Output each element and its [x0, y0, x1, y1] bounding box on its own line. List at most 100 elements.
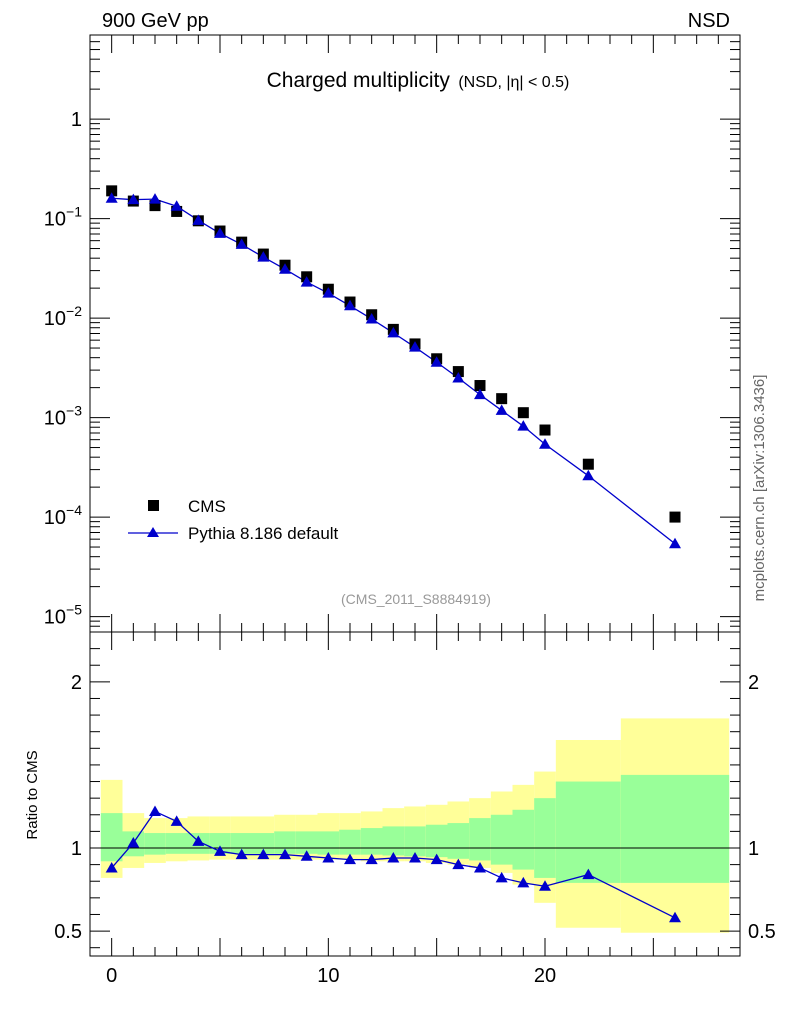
ratio-panel-series — [105, 805, 681, 923]
main-y-tick-label: 10−1 — [44, 204, 82, 231]
cms-data-point — [171, 205, 183, 217]
ratio-x-tick-label: 0 — [106, 965, 117, 987]
pythia-ratio-point — [105, 861, 118, 873]
legend-marker-pythia — [147, 527, 159, 537]
pythia-ratio-point — [517, 876, 530, 888]
pythia-ratio-point — [300, 850, 313, 861]
pythia-ratio-point — [344, 853, 356, 865]
legend-marker-cms — [148, 500, 159, 511]
pythia-main-point — [300, 276, 313, 287]
chart-title-main: Charged multiplicity — [267, 69, 451, 92]
pythia-main-point — [105, 192, 118, 203]
pythia-ratio-point — [279, 848, 291, 860]
cms-data-point — [149, 200, 161, 212]
ratio-inner-band — [382, 826, 405, 856]
ratio-inner-band — [469, 818, 491, 861]
cms-data-point — [582, 458, 594, 470]
cms-data-point — [669, 511, 681, 523]
ratio-inner-band — [425, 824, 448, 858]
pythia-ratio-point — [387, 851, 400, 863]
pythia-main-point — [149, 193, 161, 204]
ratio-inner-band — [555, 781, 621, 883]
pythia-main-point — [344, 299, 356, 311]
ratio-x-tick-label: 10 — [317, 965, 339, 987]
ratio-y-tick-label-left: 1 — [71, 838, 82, 860]
main-panel-ticks: 10−5 10−4 10−3 10−2 10−1 1 — [44, 35, 740, 632]
pythia-main-point — [365, 312, 378, 324]
pythia-main-point — [127, 193, 140, 205]
ratio-x-tick-label: 20 — [534, 965, 556, 987]
cms-data-point — [517, 407, 529, 419]
cms-data-point — [452, 366, 464, 378]
pythia-main-point — [539, 438, 551, 449]
ratio-inner-band — [490, 814, 513, 865]
ratio-inner-band — [317, 831, 340, 855]
pythia-main-point — [387, 326, 400, 338]
pythia-ratio-point — [474, 861, 486, 873]
pythia-main-point — [495, 404, 508, 415]
main-panel-series — [105, 185, 681, 549]
pythia-main-point — [452, 371, 465, 383]
pythia-main-point — [430, 356, 443, 367]
pythia-ratio-point — [149, 805, 161, 816]
ratio-inner-band — [230, 833, 253, 854]
main-y-tick-label: 10−4 — [44, 502, 82, 529]
legend: CMS Pythia 8.186 default — [128, 497, 339, 543]
ratio-panel-frame — [89, 631, 741, 957]
ratio-inner-band — [165, 833, 188, 854]
ratio-inner-band — [144, 833, 166, 855]
pythia-ratio-point — [322, 851, 335, 863]
pythia-ratio-point — [409, 851, 421, 863]
analysis-watermark: (CMS_2011_S8884919) — [341, 591, 491, 607]
cms-data-point — [106, 185, 118, 197]
pythia-ratio-point — [365, 853, 378, 865]
pythia-main-point — [474, 388, 486, 400]
pythia-ratio-point — [430, 853, 443, 865]
pythia-main-point — [192, 214, 205, 225]
ratio-y-tick-label-right: 1 — [748, 838, 759, 860]
ratio-y-tick-label-right: 0.5 — [748, 921, 776, 943]
chart-title-sub: (NSD, |η| < 0.5) — [458, 74, 569, 91]
ratio-inner-band — [534, 798, 556, 878]
ratio-panel-ticks: 0.5 0.51 12 20 10 20 — [54, 632, 776, 987]
ratio-inner-band — [339, 829, 361, 855]
ratio-inner-band — [100, 813, 123, 862]
pythia-ratio-point — [669, 911, 681, 923]
pythia-main-point — [257, 251, 270, 262]
pythia-ratio-point — [495, 871, 508, 883]
pythia-ratio-point — [257, 848, 270, 860]
main-y-tick-label: 10−2 — [44, 303, 82, 330]
pythia-ratio-point — [127, 837, 140, 848]
pythia-ratio-point — [539, 880, 551, 891]
ratio-inner-band — [252, 833, 275, 854]
pythia-ratio-point — [170, 815, 183, 826]
ratio-panel-bands — [100, 718, 730, 933]
ratio-inner-band — [620, 774, 730, 883]
pythia-main-point — [322, 287, 335, 298]
pythia-ratio-point — [214, 845, 226, 856]
legend-label-pythia: Pythia 8.186 default — [188, 524, 339, 543]
pythia-ratio-point — [192, 835, 205, 846]
ratio-y-tick-label-right: 2 — [748, 672, 759, 694]
ratio-inner-band — [360, 828, 383, 855]
pythia-main-point — [669, 537, 681, 549]
pythia-main-point — [582, 469, 595, 481]
ratio-y-axis-label: Ratio to CMS — [24, 750, 41, 839]
cms-data-point — [474, 380, 486, 392]
cms-data-point — [539, 424, 551, 436]
main-y-tick-label: 10−3 — [44, 403, 82, 430]
cms-data-point — [496, 393, 508, 405]
main-y-tick-label: 10−5 — [44, 602, 82, 629]
ratio-y-tick-label-left: 2 — [71, 672, 82, 694]
ratio-inner-band — [447, 823, 470, 859]
chart-title: Charged multiplicity (NSD, |η| < 0.5) — [267, 69, 570, 92]
pythia-main-point — [214, 227, 226, 238]
legend-label-cms: CMS — [188, 497, 226, 516]
ratio-inner-band — [404, 826, 426, 857]
pythia-main-point — [517, 420, 530, 431]
header-right-label: NSD — [688, 10, 730, 32]
ratio-inner-band — [512, 809, 535, 870]
pythia-main-point — [170, 200, 183, 211]
pythia-main-line — [111, 197, 676, 545]
